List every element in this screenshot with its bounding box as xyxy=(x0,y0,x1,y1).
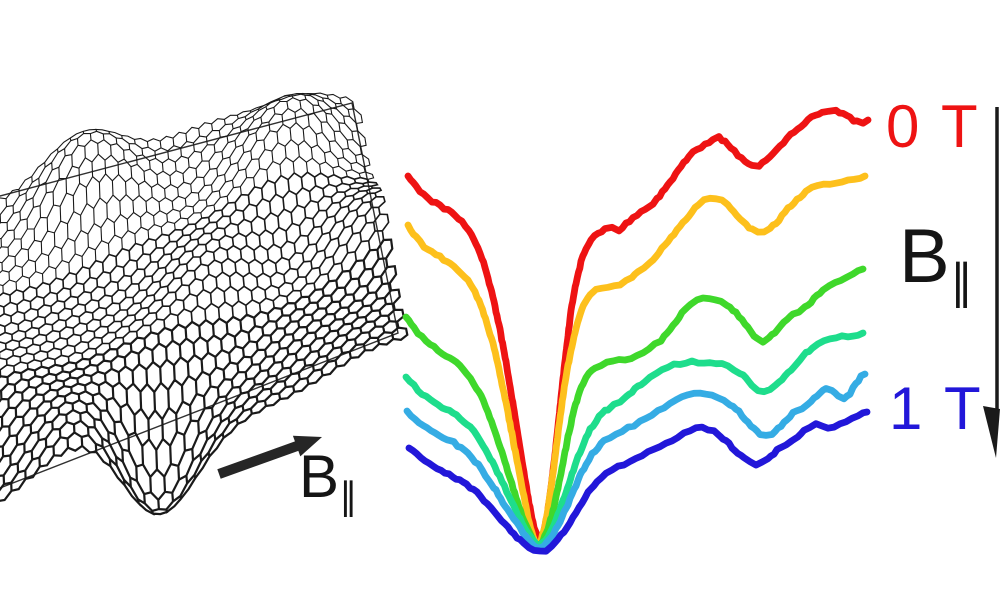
curve-mint xyxy=(402,329,867,551)
field-direction-arrow-icon xyxy=(983,107,1000,458)
b-parallel-label-right: B∥ xyxy=(899,219,974,306)
curve-0t xyxy=(404,106,872,544)
curve-label-0t: 0 T xyxy=(886,93,981,160)
curve-gold xyxy=(404,172,869,549)
b-parallel-arrow-icon xyxy=(217,435,322,479)
parallel-subscript-icon: ∥ xyxy=(339,474,359,519)
curve-1t xyxy=(405,408,871,555)
parallel-subscript-icon: ∥ xyxy=(949,254,975,310)
curve-cyan xyxy=(403,370,869,552)
curve-label-1t: 1 T xyxy=(889,375,984,442)
magnetoconductance-curves xyxy=(402,106,872,555)
b-parallel-base: B xyxy=(299,443,340,510)
flat-plane-outline xyxy=(0,102,399,489)
b-parallel-base: B xyxy=(899,214,950,299)
b-parallel-label-left: B∥ xyxy=(299,447,358,515)
curve-green xyxy=(402,265,867,551)
